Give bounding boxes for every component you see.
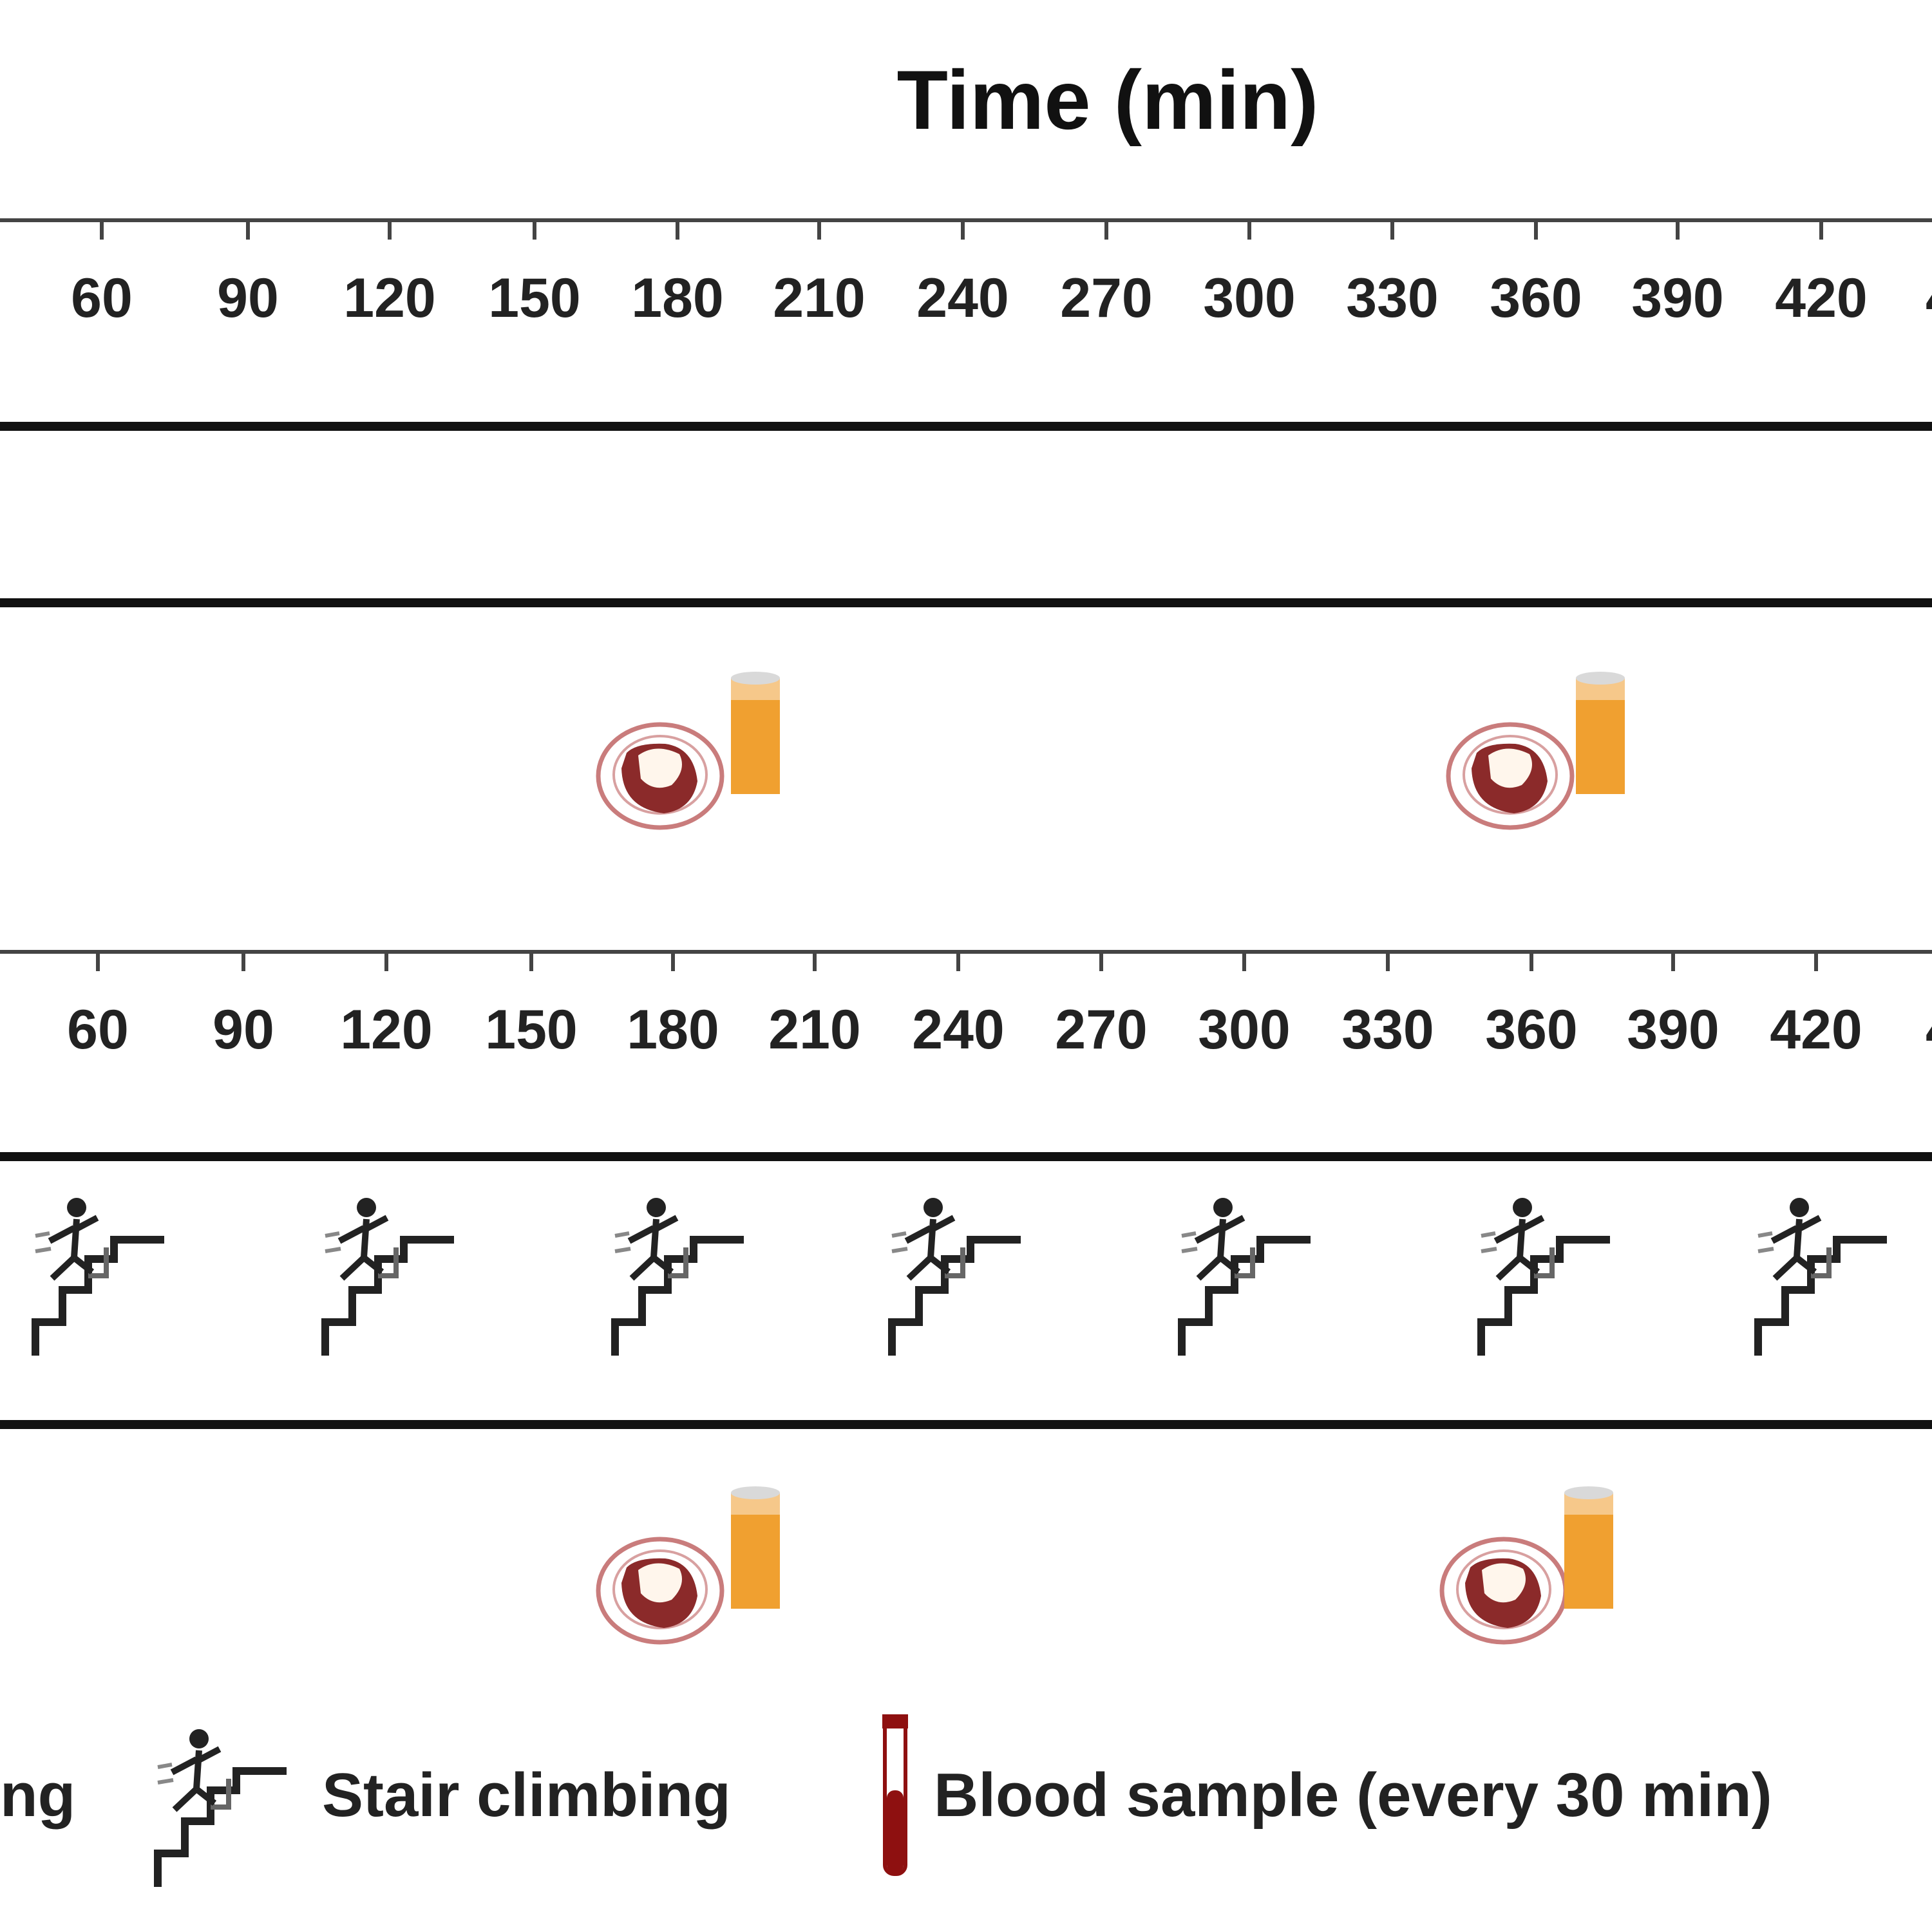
meal-row-bottom xyxy=(598,1486,1613,1642)
stair-climbing-icon xyxy=(35,1198,164,1356)
drink-glass-icon xyxy=(1576,672,1625,794)
tick-label: 360 xyxy=(1485,999,1578,1061)
tick-label: 240 xyxy=(912,999,1005,1061)
stair-climbing-icon xyxy=(615,1198,744,1356)
drink-glass-icon xyxy=(731,1486,780,1609)
tick-label: 210 xyxy=(773,267,866,329)
time-axis-middle: 60 90 120 150 180 210 240 270 300 330 36… xyxy=(0,950,1932,1061)
time-axis-top: 60 90 120 150 180 210 240 270 300 330 36… xyxy=(0,218,1932,329)
tick-label: 420 xyxy=(1775,267,1868,329)
tick-label: 90 xyxy=(213,999,274,1061)
tick-labels-middle: 60 90 120 150 180 210 240 270 300 330 36… xyxy=(67,999,1932,1061)
tick-label: 150 xyxy=(488,267,581,329)
meal-plate-icon xyxy=(598,724,722,828)
legend-blood-label: Blood sample (every 30 min) xyxy=(934,1761,1772,1830)
tick-label: 150 xyxy=(485,999,578,1061)
tick-marks-middle xyxy=(96,952,1818,971)
stair-climbing-icon xyxy=(325,1198,454,1356)
tick-label: 360 xyxy=(1490,267,1582,329)
tick-label: 60 xyxy=(71,267,133,329)
stair-climbing-icon xyxy=(1758,1198,1887,1356)
tick-label: 390 xyxy=(1627,999,1719,1061)
stair-climbing-icon xyxy=(158,1729,287,1887)
tick-label: 120 xyxy=(343,267,436,329)
stair-climbing-icon xyxy=(1182,1198,1311,1356)
meal-event xyxy=(598,672,780,828)
tick-label: 330 xyxy=(1341,999,1434,1061)
blood-tube-icon xyxy=(882,1714,908,1874)
meal-event xyxy=(1448,672,1625,828)
tick-label: 270 xyxy=(1060,267,1153,329)
tick-label: 60 xyxy=(67,999,129,1061)
drink-glass-icon xyxy=(731,672,780,794)
stair-climbing-row xyxy=(35,1198,1887,1356)
legend-partial-label: ng xyxy=(0,1761,75,1830)
tick-label: 180 xyxy=(631,267,724,329)
stair-climbing-icon xyxy=(892,1198,1021,1356)
tick-label: 90 xyxy=(217,267,279,329)
meal-plate-icon xyxy=(1448,724,1572,828)
tick-label: 210 xyxy=(768,999,861,1061)
tick-label: 420 xyxy=(1770,999,1862,1061)
tick-label: 300 xyxy=(1198,999,1291,1061)
meal-plate-icon xyxy=(1442,1539,1566,1642)
tick-label: 300 xyxy=(1203,267,1296,329)
tick-label: 330 xyxy=(1346,267,1439,329)
tick-labels-top: 60 90 120 150 180 210 240 270 300 330 36… xyxy=(71,267,1932,329)
legend: ng Stair climbing Blood sample (every 30… xyxy=(0,1714,1772,1887)
tick-label: 390 xyxy=(1631,267,1724,329)
drink-glass-icon xyxy=(1564,1486,1613,1609)
tick-label: 4 xyxy=(1926,999,1932,1061)
tick-label: 120 xyxy=(340,999,433,1061)
tick-marks-top xyxy=(100,220,1823,240)
tick-label: 180 xyxy=(627,999,719,1061)
tick-label: 270 xyxy=(1055,999,1148,1061)
diagram-title: Time (min) xyxy=(897,53,1319,147)
tick-label: 4 xyxy=(1926,267,1932,329)
meal-event xyxy=(1442,1486,1613,1642)
meal-plate-icon xyxy=(598,1539,722,1642)
legend-stair-label: Stair climbing xyxy=(322,1761,731,1830)
stair-climbing-icon xyxy=(1481,1198,1610,1356)
meal-event xyxy=(598,1486,780,1642)
meal-row-top xyxy=(598,672,1625,828)
tick-label: 240 xyxy=(916,267,1009,329)
